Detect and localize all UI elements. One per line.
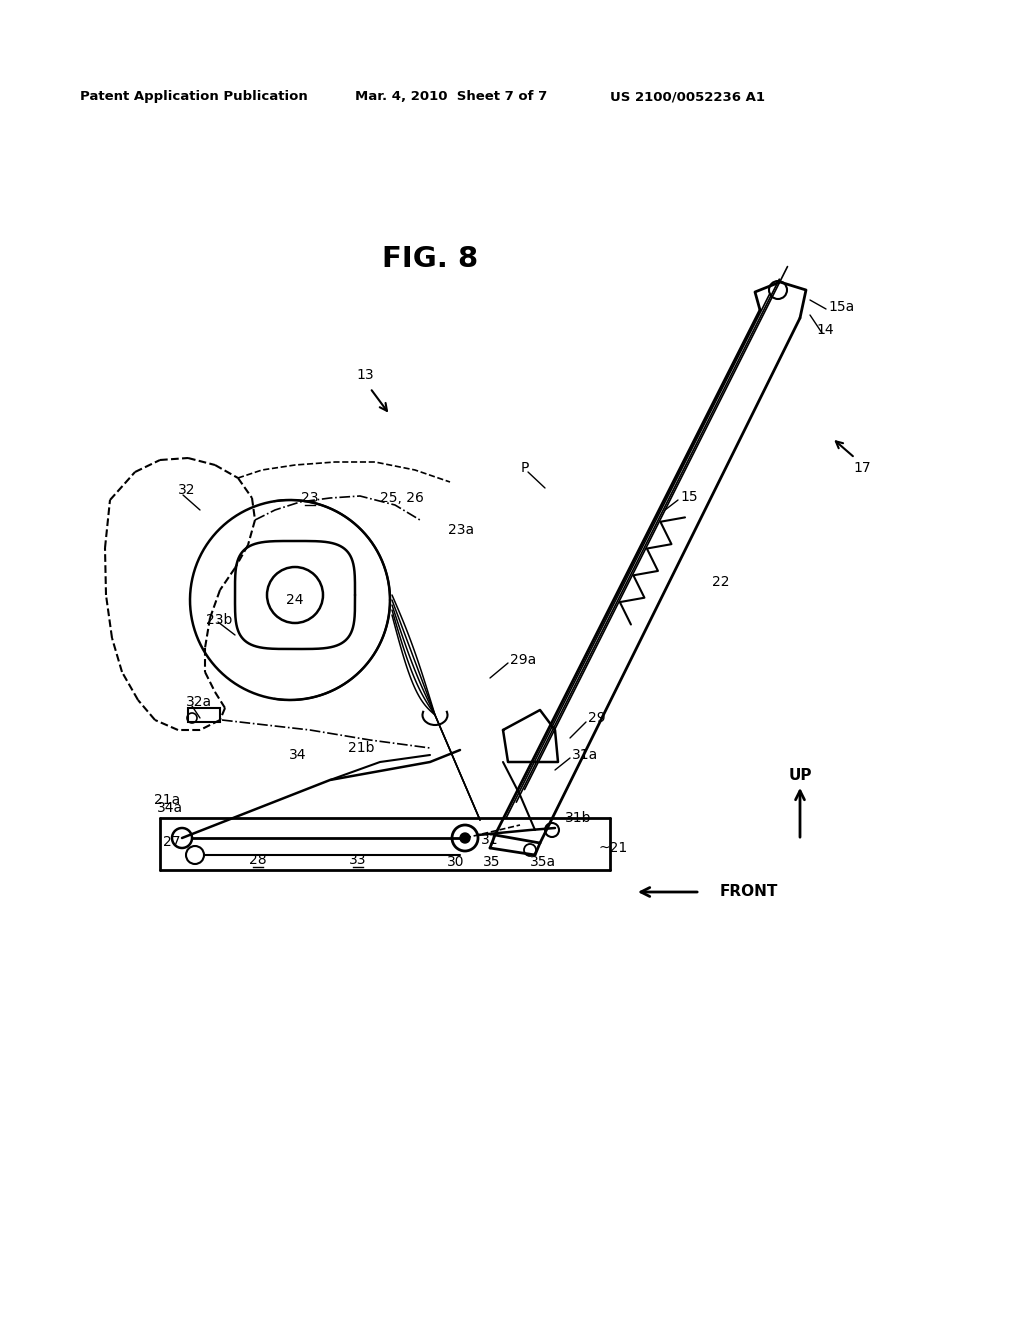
Text: 35a: 35a [530,855,556,869]
Text: 27: 27 [163,836,180,849]
Text: ~21: ~21 [598,841,628,855]
Text: 32: 32 [178,483,196,498]
Circle shape [460,833,470,843]
Text: 32a: 32a [186,696,212,709]
Text: 25, 26: 25, 26 [380,491,424,506]
Text: 28: 28 [249,853,267,867]
Text: UP: UP [788,768,812,784]
Text: FIG. 8: FIG. 8 [382,246,478,273]
Text: 30: 30 [447,855,465,869]
Text: 31b: 31b [565,810,592,825]
Text: 17: 17 [853,461,870,475]
Text: 13: 13 [356,368,374,381]
Text: US 2100/0052236 A1: US 2100/0052236 A1 [610,90,765,103]
Text: 29: 29 [588,711,605,725]
Text: 23a: 23a [449,523,474,537]
Text: Patent Application Publication: Patent Application Publication [80,90,308,103]
Text: 29a: 29a [510,653,537,667]
Text: 23b: 23b [206,612,232,627]
Text: 21a: 21a [154,793,180,807]
Text: 15: 15 [680,490,697,504]
Bar [188,708,220,722]
Text: 14: 14 [816,323,834,337]
Text: 24: 24 [287,593,304,607]
Text: 23: 23 [301,491,318,506]
Text: 31: 31 [481,833,499,847]
Text: 21b: 21b [348,741,375,755]
Text: Mar. 4, 2010  Sheet 7 of 7: Mar. 4, 2010 Sheet 7 of 7 [355,90,547,103]
Text: 34a: 34a [157,801,183,814]
Text: 31a: 31a [572,748,598,762]
Text: 35: 35 [483,855,501,869]
Text: FRONT: FRONT [720,884,778,899]
Text: P: P [521,461,529,475]
Text: 34: 34 [289,748,307,762]
Text: 15a: 15a [828,300,854,314]
Text: 22: 22 [712,576,729,589]
Text: 33: 33 [349,853,367,867]
